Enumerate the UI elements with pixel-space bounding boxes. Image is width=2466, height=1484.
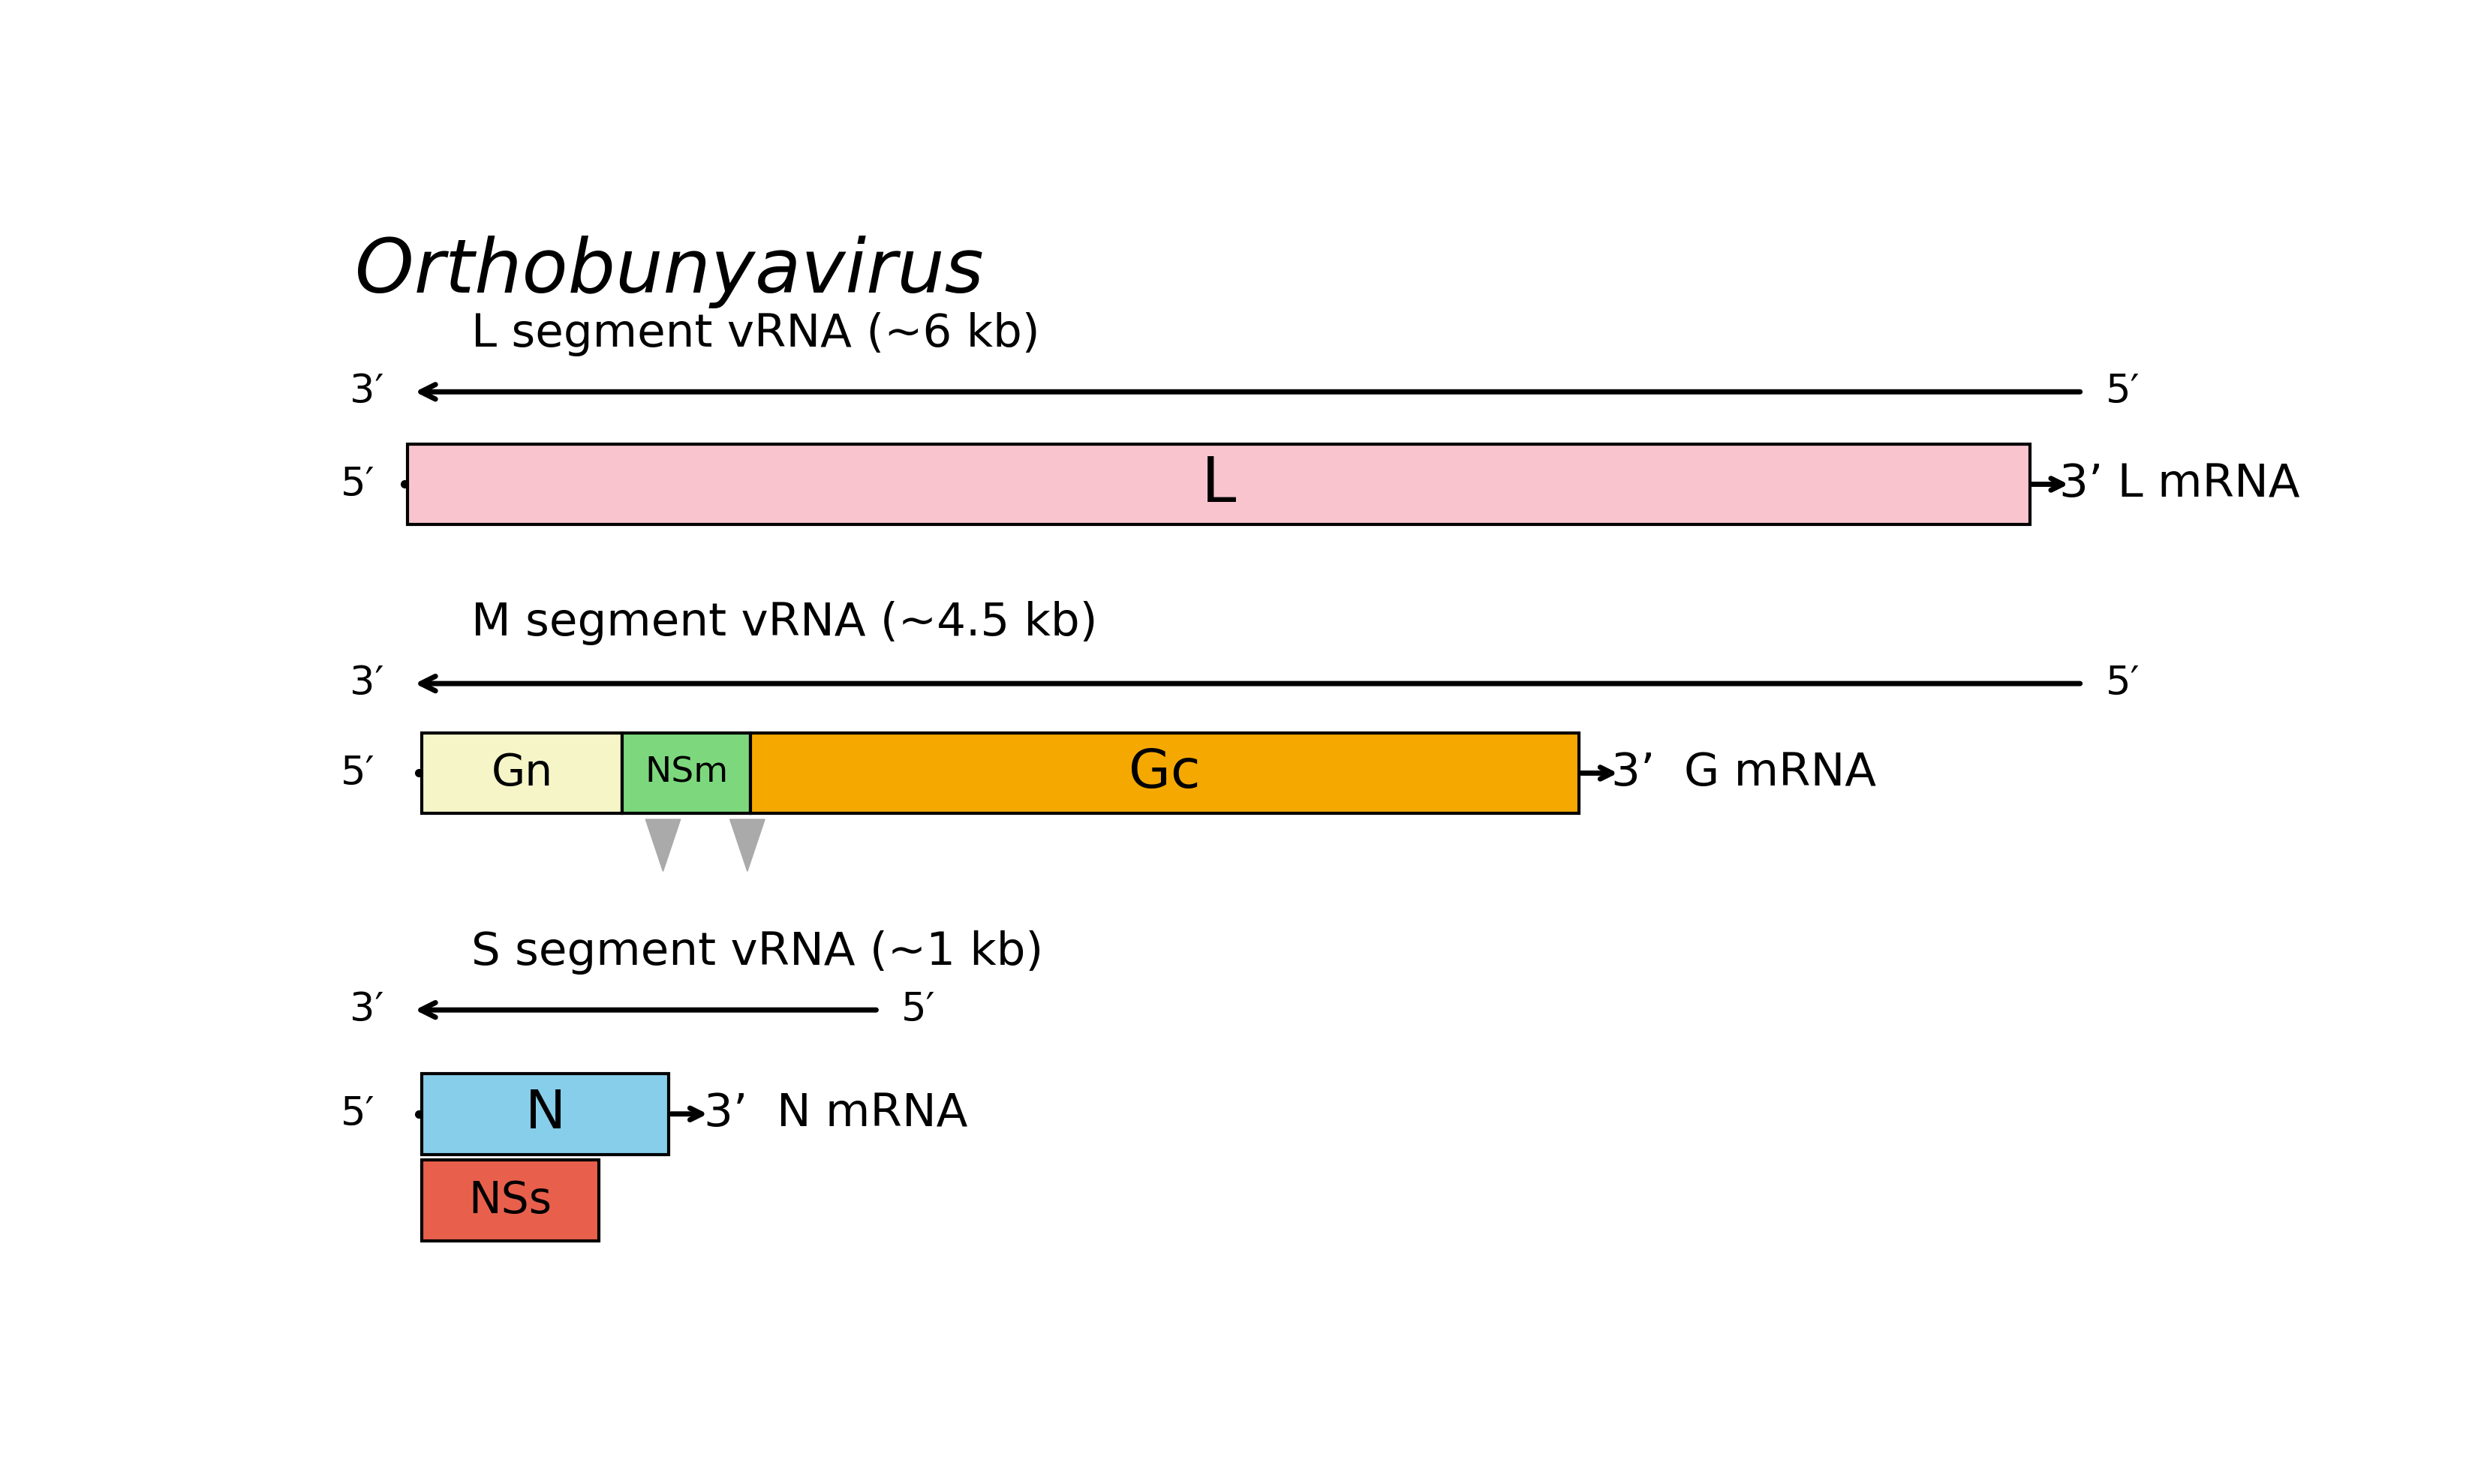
- Text: M segment vRNA (~4.5 kb): M segment vRNA (~4.5 kb): [471, 601, 1097, 646]
- Text: Orthobunyavirus: Orthobunyavirus: [355, 236, 984, 309]
- Bar: [407, 444, 2030, 525]
- Text: 5′: 5′: [340, 1094, 375, 1134]
- Text: NSm: NSm: [644, 757, 727, 789]
- Text: NSs: NSs: [469, 1180, 552, 1221]
- Text: L segment vRNA (~6 kb): L segment vRNA (~6 kb): [471, 312, 1041, 356]
- Text: 3’  N mRNA: 3’ N mRNA: [703, 1092, 967, 1137]
- Bar: [621, 733, 750, 813]
- Text: L: L: [1201, 454, 1235, 515]
- Polygon shape: [646, 819, 681, 871]
- Text: 3′: 3′: [350, 990, 385, 1030]
- Text: S segment vRNA (~1 kb): S segment vRNA (~1 kb): [471, 930, 1043, 975]
- Text: Gc: Gc: [1129, 748, 1201, 798]
- Text: N: N: [525, 1088, 565, 1140]
- Text: 3′: 3′: [350, 663, 385, 703]
- Text: 3′: 3′: [350, 372, 385, 411]
- Text: 3’ L mRNA: 3’ L mRNA: [2059, 462, 2298, 506]
- Bar: [422, 1160, 599, 1241]
- Bar: [422, 733, 621, 813]
- Text: 5′: 5′: [340, 754, 375, 792]
- Text: 5′: 5′: [903, 990, 935, 1030]
- Text: 5′: 5′: [2106, 372, 2140, 411]
- Bar: [422, 1073, 668, 1155]
- Bar: [750, 733, 1578, 813]
- Polygon shape: [730, 819, 764, 871]
- Text: Gn: Gn: [491, 752, 552, 794]
- Text: 5′: 5′: [2106, 663, 2140, 703]
- Text: 5′: 5′: [340, 464, 375, 503]
- Text: 3’  G mRNA: 3’ G mRNA: [1610, 751, 1877, 795]
